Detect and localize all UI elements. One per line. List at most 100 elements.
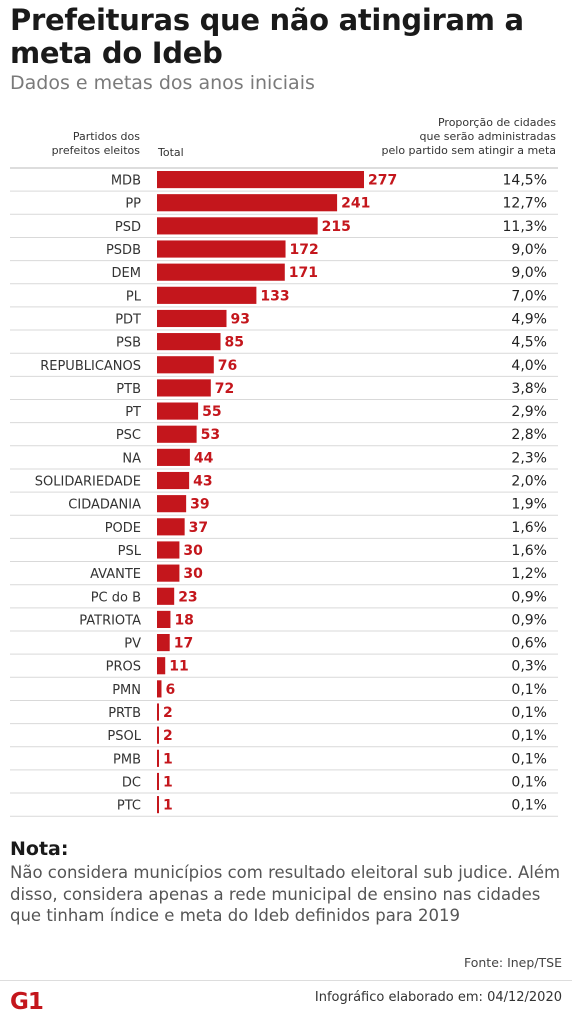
value-label: 72 <box>215 381 234 397</box>
proportion-label: 0,1% <box>511 705 547 721</box>
bar <box>157 541 180 559</box>
proportion-label: 0,1% <box>511 728 547 744</box>
value-label: 30 <box>183 543 203 559</box>
value-label: 6 <box>165 682 175 698</box>
note-text: Não considera municípios com resultado e… <box>10 863 561 925</box>
category-label: PT <box>125 405 141 420</box>
bar <box>157 726 159 744</box>
proportion-label: 2,0% <box>511 474 547 490</box>
category-label: PSD <box>115 220 141 235</box>
proportion-label: 3,8% <box>511 381 547 397</box>
bar <box>157 402 199 420</box>
column-header-proportion: Proporção de cidades que serão administr… <box>382 116 556 158</box>
value-label: 2 <box>163 705 173 721</box>
proportion-label: 2,8% <box>511 427 547 443</box>
value-label: 76 <box>218 358 237 374</box>
category-label: NA <box>122 451 141 466</box>
bar <box>157 194 338 212</box>
value-label: 93 <box>230 311 249 327</box>
proportion-label: 1,6% <box>511 520 547 536</box>
value-label: 172 <box>290 242 319 258</box>
category-label: PV <box>124 637 141 652</box>
value-label: 43 <box>193 474 212 490</box>
bar <box>157 286 257 304</box>
proportion-label: 14,5% <box>503 173 547 189</box>
value-label: 23 <box>178 589 197 605</box>
value-label: 53 <box>201 427 220 443</box>
proportion-label: 12,7% <box>503 196 547 212</box>
category-label: AVANTE <box>90 567 141 582</box>
category-label: PSB <box>116 336 141 351</box>
category-label: PMB <box>113 752 141 767</box>
bar <box>157 634 170 652</box>
value-label: 11 <box>169 659 188 675</box>
bar <box>157 657 166 675</box>
category-label: PC do B <box>91 590 141 605</box>
value-label: 171 <box>289 265 318 281</box>
page-subtitle: Dados e metas dos anos iniciais <box>10 72 315 94</box>
category-label: PROS <box>106 660 141 675</box>
category-label: DEM <box>112 266 141 281</box>
proportion-label: 1,9% <box>511 497 547 513</box>
bar <box>157 680 162 698</box>
bar <box>157 518 185 536</box>
value-label: 39 <box>190 497 209 513</box>
category-label: PSC <box>116 428 141 443</box>
value-label: 85 <box>225 335 244 351</box>
proportion-label: 4,0% <box>511 358 547 374</box>
category-label: PL <box>126 289 142 304</box>
bar <box>157 772 159 791</box>
proportion-label: 0,1% <box>511 682 547 698</box>
value-label: 133 <box>260 288 289 304</box>
bar-chart: MDB 277 14,5%PP 241 12,7%PSD 215 11,3%PSDB 172 9… <box>10 167 558 817</box>
value-label: 215 <box>322 219 351 235</box>
bar <box>157 379 211 397</box>
proportion-label: 9,0% <box>511 242 547 258</box>
category-label: PSL <box>118 544 142 559</box>
proportion-label: 2,3% <box>511 450 547 466</box>
category-label: REPUBLICANOS <box>40 359 141 374</box>
source-text: Fonte: Inep/TSE <box>463 955 562 970</box>
proportion-label: 11,3% <box>503 219 547 235</box>
g1-logo: G1 <box>10 989 44 1012</box>
category-label: SOLIDARIEDADE <box>35 475 141 490</box>
column-header-party: Partidos dos prefeitos eleitos <box>52 130 140 158</box>
bar <box>157 309 227 328</box>
category-label: PTC <box>117 799 141 814</box>
bar <box>157 425 197 443</box>
proportion-label: 0,9% <box>511 612 547 628</box>
category-label: PMN <box>112 683 141 698</box>
category-label: PODE <box>105 521 141 536</box>
footer-divider <box>0 980 572 981</box>
column-header-total: Total <box>158 146 184 159</box>
note-title: Nota: <box>10 838 69 860</box>
value-label: 17 <box>174 636 193 652</box>
bar <box>157 749 159 767</box>
category-label: PSOL <box>107 729 141 744</box>
category-label: PP <box>125 197 141 212</box>
proportion-label: 0,1% <box>511 751 547 767</box>
proportion-label: 2,9% <box>511 404 547 420</box>
category-label: CIDADANIA <box>68 498 141 513</box>
bar <box>157 495 187 513</box>
bar <box>157 703 159 721</box>
proportion-label: 0,3% <box>511 659 547 675</box>
proportion-label: 0,1% <box>511 774 547 790</box>
value-label: 2 <box>163 728 173 744</box>
category-label: PTB <box>116 382 141 397</box>
bar <box>157 796 159 814</box>
category-label: MDB <box>111 174 141 189</box>
proportion-label: 0,9% <box>511 589 547 605</box>
bar <box>157 587 175 605</box>
proportion-label: 4,5% <box>511 335 547 351</box>
bar <box>157 448 190 466</box>
proportion-label: 1,6% <box>511 543 547 559</box>
category-label: PDT <box>115 312 141 327</box>
category-label: PSDB <box>106 243 141 258</box>
value-label: 241 <box>341 196 370 212</box>
value-label: 18 <box>174 612 193 628</box>
value-label: 277 <box>368 173 397 189</box>
value-label: 55 <box>202 404 221 420</box>
credit-text: Infográfico elaborado em: 04/12/2020 <box>314 990 562 1005</box>
value-label: 30 <box>183 566 203 582</box>
